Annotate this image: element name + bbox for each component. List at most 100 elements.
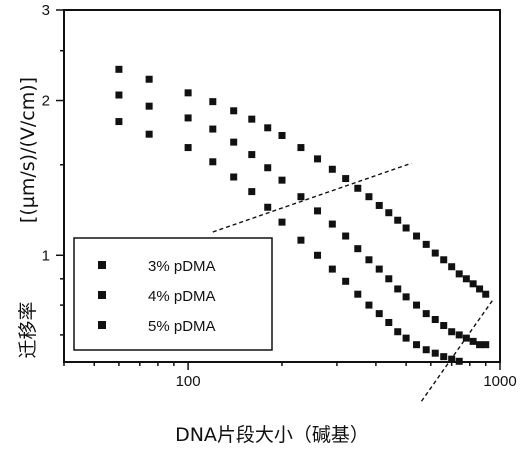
data-point <box>230 107 238 115</box>
data-point <box>184 114 192 122</box>
data-point <box>184 89 192 97</box>
data-point <box>402 293 410 301</box>
legend-marker <box>98 261 106 269</box>
data-point <box>365 256 373 264</box>
data-point <box>455 270 463 278</box>
data-point <box>328 265 336 273</box>
data-point <box>431 249 439 257</box>
data-point <box>115 65 123 73</box>
data-point <box>448 355 456 363</box>
data-point <box>297 193 305 201</box>
data-point <box>354 290 362 298</box>
data-point <box>482 341 490 349</box>
data-point <box>264 203 272 211</box>
data-point <box>145 130 153 138</box>
x-axis-title: DNA片段大小（碱基） <box>175 424 369 446</box>
data-point <box>385 318 393 326</box>
data-point <box>145 75 153 83</box>
data-point <box>462 275 470 283</box>
series-3 <box>115 118 463 365</box>
axes <box>56 9 501 370</box>
data-point <box>328 220 336 228</box>
data-point <box>476 285 484 293</box>
legend-marker <box>98 321 106 329</box>
data-point <box>375 310 383 318</box>
data-point <box>297 144 305 152</box>
data-point <box>248 151 256 159</box>
data-point <box>230 138 238 146</box>
legend-label: 3% pDMA <box>148 258 216 275</box>
data-point <box>297 236 305 244</box>
data-point <box>402 224 410 232</box>
data-point <box>230 173 238 181</box>
data-point <box>264 164 272 172</box>
data-point <box>354 245 362 253</box>
data-point <box>184 144 192 152</box>
data-point <box>248 115 256 123</box>
data-point <box>342 232 350 240</box>
y-tick-label: 1 <box>42 247 50 264</box>
data-point <box>394 285 402 293</box>
data-point <box>342 175 350 183</box>
data-point <box>413 301 421 309</box>
data-point <box>342 277 350 285</box>
data-point <box>413 232 421 240</box>
data-point <box>209 158 217 166</box>
data-point <box>314 207 322 215</box>
data-point <box>476 341 484 349</box>
data-point <box>448 328 456 336</box>
data-point <box>278 218 286 226</box>
data-point <box>145 102 153 110</box>
series-1 <box>115 65 490 298</box>
data-point <box>248 188 256 196</box>
data-point <box>115 91 123 99</box>
data-point <box>328 165 336 173</box>
legend: 3% pDMA 4% pDMA 5% pDMA <box>73 237 273 351</box>
y-axis-title: 迁移率 <box>17 301 39 358</box>
data-point <box>365 193 373 201</box>
data-point <box>264 124 272 132</box>
data-point <box>448 263 456 271</box>
data-point <box>431 316 439 324</box>
reference-lines <box>212 162 494 402</box>
data-point <box>115 118 123 126</box>
data-point <box>375 201 383 209</box>
data-point <box>413 341 421 349</box>
data-point <box>440 353 448 361</box>
tick-labels: 100 1000 1 2 3 <box>42 2 517 390</box>
series-2 <box>115 91 490 349</box>
y-tick-label: 2 <box>42 93 50 110</box>
data-point <box>422 240 430 248</box>
data-point <box>482 290 490 298</box>
data-point <box>278 176 286 184</box>
y-axis-unit: [(µm/s)/(V/cm)] <box>17 77 39 223</box>
data-point <box>422 310 430 318</box>
data-point <box>402 334 410 342</box>
data-point <box>440 256 448 264</box>
legend-marker <box>98 291 106 299</box>
data-point <box>209 125 217 133</box>
x-tick-label: 100 <box>176 373 201 390</box>
data-point <box>422 346 430 354</box>
data-point <box>278 131 286 139</box>
data-series <box>115 65 490 365</box>
data-point <box>440 322 448 330</box>
data-point <box>455 331 463 339</box>
data-point <box>365 301 373 309</box>
data-point <box>354 184 362 192</box>
data-point <box>469 337 477 345</box>
data-point <box>375 265 383 273</box>
x-tick-label: 1000 <box>483 373 516 390</box>
dashed-reference-line <box>212 162 412 233</box>
data-point <box>314 155 322 163</box>
data-point <box>394 216 402 224</box>
data-point <box>209 98 217 106</box>
data-point <box>314 251 322 259</box>
legend-label: 5% pDMA <box>148 318 216 335</box>
data-point <box>385 275 393 283</box>
data-point <box>385 209 393 217</box>
data-point <box>462 334 470 342</box>
data-point <box>431 349 439 357</box>
